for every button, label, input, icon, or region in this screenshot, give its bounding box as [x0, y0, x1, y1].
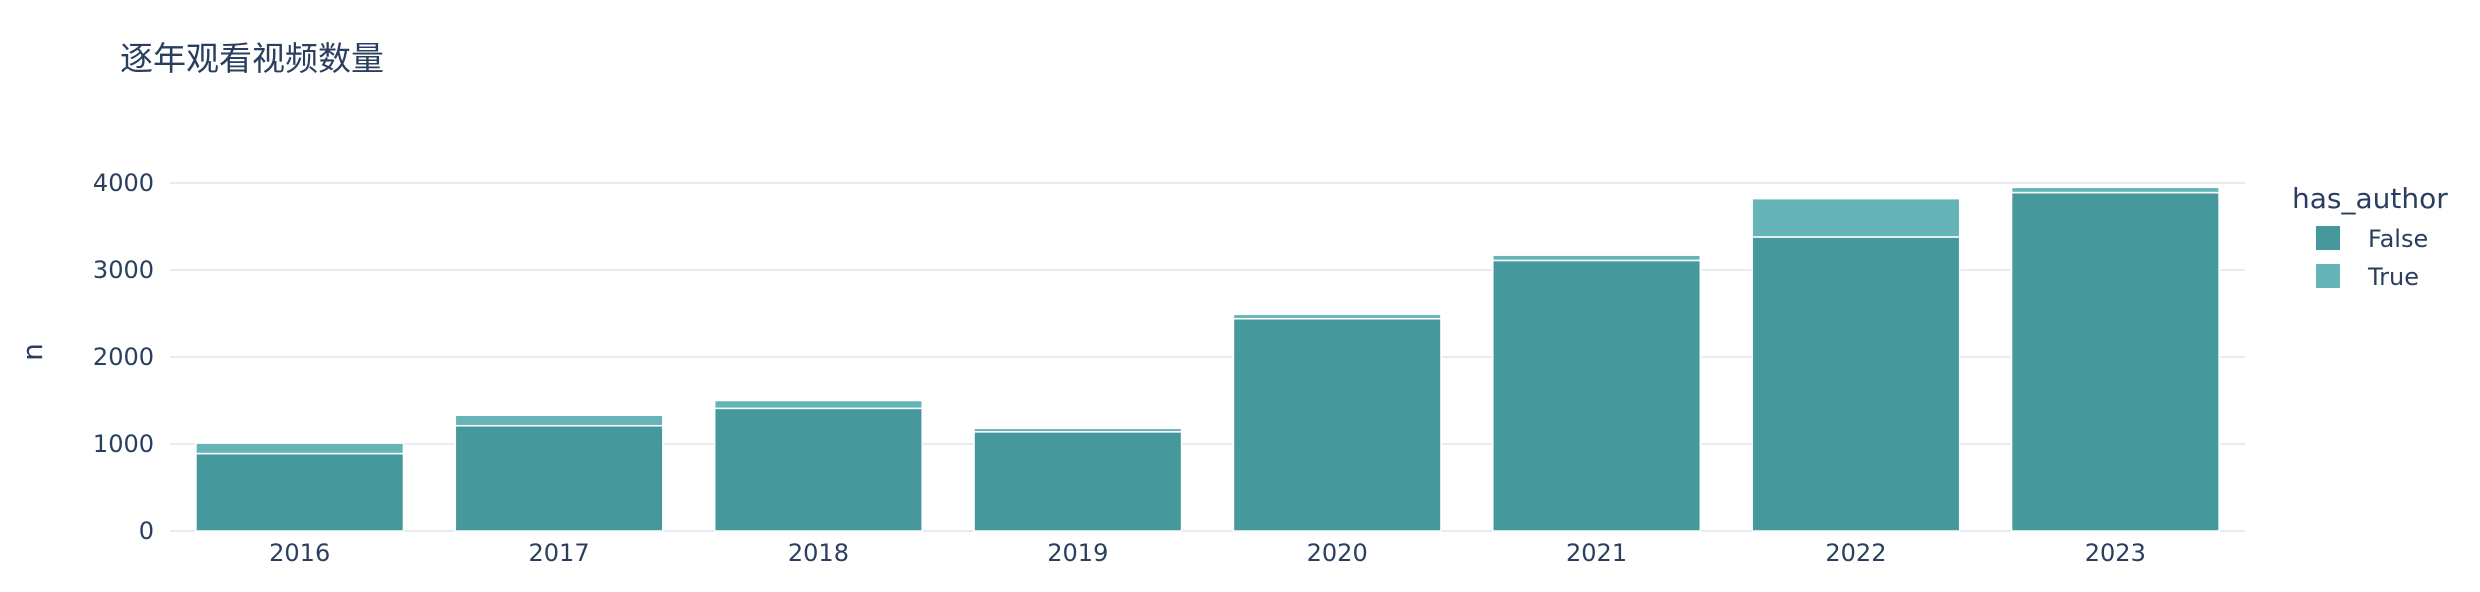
bar-2022-false[interactable]	[1751, 236, 1961, 532]
y-axis-title: n	[16, 343, 49, 361]
x-axis-ticks: 2016 2017 2018 2019 2020 2021 2022 2023	[269, 539, 2146, 567]
bar-2020-true[interactable]	[1232, 313, 1442, 320]
bars	[195, 186, 2220, 532]
bar-2016-false[interactable]	[195, 452, 405, 532]
x-tick-label: 2017	[529, 539, 590, 567]
bar-2018-true[interactable]	[713, 399, 923, 410]
x-tick-label: 2023	[2085, 539, 2146, 567]
y-tick-label: 2000	[93, 343, 154, 371]
y-tick-label: 1000	[93, 430, 154, 458]
bar-2021-false[interactable]	[1492, 259, 1702, 532]
bar-2017-false[interactable]	[454, 424, 664, 532]
y-axis-ticks: 0 1000 2000 3000 4000	[93, 169, 154, 545]
x-tick-label: 2022	[1825, 539, 1886, 567]
bar-2022-true[interactable]	[1751, 197, 1961, 238]
bar-2019-false[interactable]	[973, 431, 1183, 532]
legend-label-true[interactable]: True	[2367, 263, 2419, 291]
bar-2021-true[interactable]	[1492, 254, 1702, 262]
bar-2017-true[interactable]	[454, 414, 664, 427]
legend-swatch-false[interactable]	[2316, 226, 2340, 250]
x-tick-label: 2020	[1307, 539, 1368, 567]
y-tick-label: 0	[139, 517, 154, 545]
bar-2023-false[interactable]	[2010, 191, 2220, 532]
legend-label-false[interactable]: False	[2368, 225, 2428, 253]
bar-2020-false[interactable]	[1232, 317, 1442, 532]
legend: has_author False True	[2292, 182, 2448, 291]
x-tick-label: 2018	[788, 539, 849, 567]
chart-title: 逐年观看视频数量	[120, 39, 384, 78]
y-tick-label: 4000	[93, 169, 154, 197]
x-tick-label: 2021	[1566, 539, 1627, 567]
bar-2018-false[interactable]	[713, 407, 923, 532]
y-tick-label: 3000	[93, 256, 154, 284]
x-tick-label: 2016	[269, 539, 330, 567]
legend-swatch-true[interactable]	[2316, 264, 2340, 288]
x-tick-label: 2019	[1047, 539, 1108, 567]
bar-2019-true[interactable]	[973, 427, 1183, 433]
legend-title: has_author	[2292, 182, 2448, 215]
bar-2016-true[interactable]	[195, 442, 405, 455]
bar-2023-true[interactable]	[2010, 186, 2220, 194]
